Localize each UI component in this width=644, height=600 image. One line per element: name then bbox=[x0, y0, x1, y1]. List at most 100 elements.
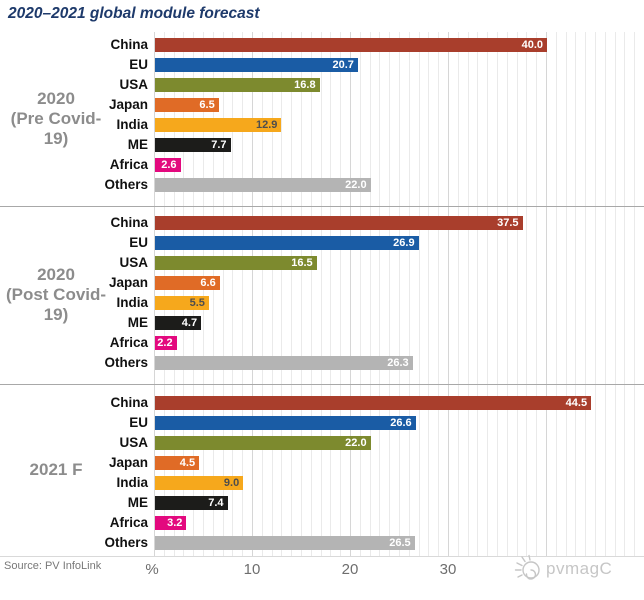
gridline-minor bbox=[457, 32, 459, 556]
gridline-minor bbox=[271, 32, 273, 556]
bar-india: 12.9 bbox=[155, 118, 282, 132]
gridline-minor bbox=[526, 32, 528, 556]
gridline-minor bbox=[399, 32, 400, 556]
gridline-minor bbox=[242, 32, 244, 556]
gridline-major bbox=[448, 32, 449, 556]
group-label: 2020 (Post Covid-19) bbox=[0, 206, 112, 384]
bar-usa: 16.8 bbox=[155, 78, 320, 92]
gridline-minor bbox=[222, 32, 224, 556]
category-label-china: China bbox=[110, 215, 148, 230]
value-label: 2.2 bbox=[157, 337, 173, 349]
gridline-minor bbox=[516, 32, 518, 556]
value-label: 7.7 bbox=[211, 139, 227, 151]
value-label: 37.5 bbox=[497, 217, 519, 229]
axis-tick-20: 20 bbox=[341, 561, 359, 578]
category-label-japan: Japan bbox=[108, 97, 148, 112]
axis-baseline bbox=[0, 556, 644, 557]
panel-divider bbox=[0, 206, 644, 207]
bar-me: 7.7 bbox=[155, 138, 231, 152]
group-label-line: 2020 bbox=[37, 265, 75, 284]
gridline-minor bbox=[281, 32, 283, 556]
axis-tick-10: 10 bbox=[243, 561, 261, 578]
gridline-minor bbox=[585, 32, 587, 556]
bar-others: 22.0 bbox=[155, 178, 371, 192]
gridline-minor bbox=[634, 32, 636, 556]
category-label-africa: Africa bbox=[109, 157, 148, 172]
group-label-line: (Pre Covid-19) bbox=[10, 109, 102, 148]
gridline-minor bbox=[506, 32, 508, 556]
category-label-india: India bbox=[116, 295, 148, 310]
gridline-minor bbox=[212, 32, 214, 556]
category-label-usa: USA bbox=[119, 255, 148, 270]
value-label: 4.7 bbox=[181, 317, 198, 329]
gridline-minor bbox=[389, 32, 391, 556]
gridline-minor bbox=[614, 32, 616, 556]
bar-usa: 16.5 bbox=[155, 256, 317, 270]
bar-japan: 6.5 bbox=[155, 98, 219, 112]
value-label: 16.8 bbox=[294, 79, 316, 91]
category-label-me: ME bbox=[127, 315, 148, 330]
gridline-minor bbox=[575, 32, 577, 556]
gridline-minor bbox=[497, 32, 498, 556]
gridline-minor bbox=[369, 32, 371, 556]
category-label-japan: Japan bbox=[108, 455, 148, 470]
category-label-africa: Africa bbox=[109, 515, 148, 530]
gridline-major bbox=[546, 32, 547, 556]
gridline-major bbox=[252, 32, 253, 556]
value-label: 7.4 bbox=[208, 497, 224, 509]
gridline-minor bbox=[359, 32, 361, 556]
gridline-minor bbox=[565, 32, 567, 556]
value-label: 4.5 bbox=[179, 457, 196, 469]
bar-china: 44.5 bbox=[155, 396, 592, 410]
bar-india: 5.5 bbox=[155, 296, 209, 310]
value-label: 26.6 bbox=[390, 417, 412, 429]
gridline-minor bbox=[301, 32, 302, 556]
value-label: 5.5 bbox=[189, 297, 205, 309]
category-label-china: China bbox=[110, 37, 148, 52]
gridline-minor bbox=[232, 32, 234, 556]
sun-logo-icon bbox=[514, 554, 540, 580]
bar-eu: 20.7 bbox=[155, 58, 358, 72]
bar-china: 37.5 bbox=[155, 216, 523, 230]
category-label-africa: Africa bbox=[109, 335, 148, 350]
watermark-text: pvmagC bbox=[546, 559, 613, 578]
gridline-minor bbox=[203, 32, 204, 556]
value-label: 26.9 bbox=[393, 237, 415, 249]
gridline-minor bbox=[340, 32, 342, 556]
category-label-eu: EU bbox=[129, 235, 148, 250]
bar-eu: 26.6 bbox=[155, 416, 416, 430]
gridline-minor bbox=[310, 32, 312, 556]
value-label: 26.5 bbox=[389, 537, 411, 549]
value-label: 22.0 bbox=[345, 437, 367, 449]
gridline-minor bbox=[379, 32, 381, 556]
axis-tick-30: 30 bbox=[439, 561, 457, 578]
bar-china: 40.0 bbox=[155, 38, 547, 52]
bar-others: 26.3 bbox=[155, 356, 413, 370]
gridline-minor bbox=[183, 32, 185, 556]
watermark: pvmagC bbox=[514, 554, 612, 584]
category-label-usa: USA bbox=[119, 77, 148, 92]
category-label-others: Others bbox=[104, 535, 148, 550]
category-label-usa: USA bbox=[119, 435, 148, 450]
gridline-minor bbox=[487, 32, 489, 556]
gridline-minor bbox=[408, 32, 410, 556]
gridline-minor bbox=[330, 32, 332, 556]
bar-me: 4.7 bbox=[155, 316, 202, 330]
group-label: 2020 (Pre Covid-19) bbox=[0, 32, 112, 206]
gridline-major bbox=[350, 32, 351, 556]
chart-title: 2020–2021 global module forecast bbox=[8, 5, 260, 22]
category-label-india: India bbox=[116, 117, 148, 132]
value-label: 26.3 bbox=[387, 357, 409, 369]
gridline-minor bbox=[624, 32, 626, 556]
category-label-others: Others bbox=[104, 177, 148, 192]
group-label-line: 2021 F bbox=[29, 460, 83, 479]
value-label: 16.5 bbox=[291, 257, 313, 269]
gridline-minor bbox=[193, 32, 195, 556]
gridline-minor bbox=[261, 32, 263, 556]
bar-africa: 3.2 bbox=[155, 516, 187, 530]
bar-africa: 2.6 bbox=[155, 158, 181, 172]
gridline-minor bbox=[418, 32, 420, 556]
value-label: 9.0 bbox=[223, 477, 240, 489]
bar-japan: 4.5 bbox=[155, 456, 200, 470]
